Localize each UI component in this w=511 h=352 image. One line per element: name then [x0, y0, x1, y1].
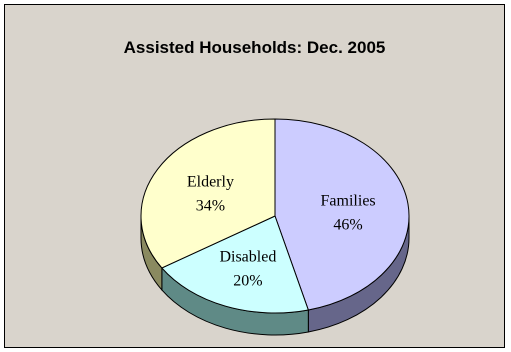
slice-value-elderly: 34% — [196, 197, 225, 214]
pie-slice-disabled — [161, 215, 309, 314]
slice-value-families: 46% — [333, 216, 362, 233]
slice-label-elderly: Elderly — [187, 173, 234, 190]
slice-value-disabled: 20% — [233, 273, 262, 290]
slice-label-families: Families — [321, 192, 376, 209]
pie-slice-elderly — [140, 118, 276, 269]
chart-title: Assisted Households: Dec. 2005 — [123, 38, 386, 57]
pie-slice-families — [274, 118, 410, 311]
chart-area: Assisted Households: Dec. 2005 Families 4… — [4, 4, 505, 348]
pie-chart: Families 46% Disabled 20% Elderly 34% — [140, 118, 410, 336]
slice-label-disabled: Disabled — [219, 249, 276, 266]
